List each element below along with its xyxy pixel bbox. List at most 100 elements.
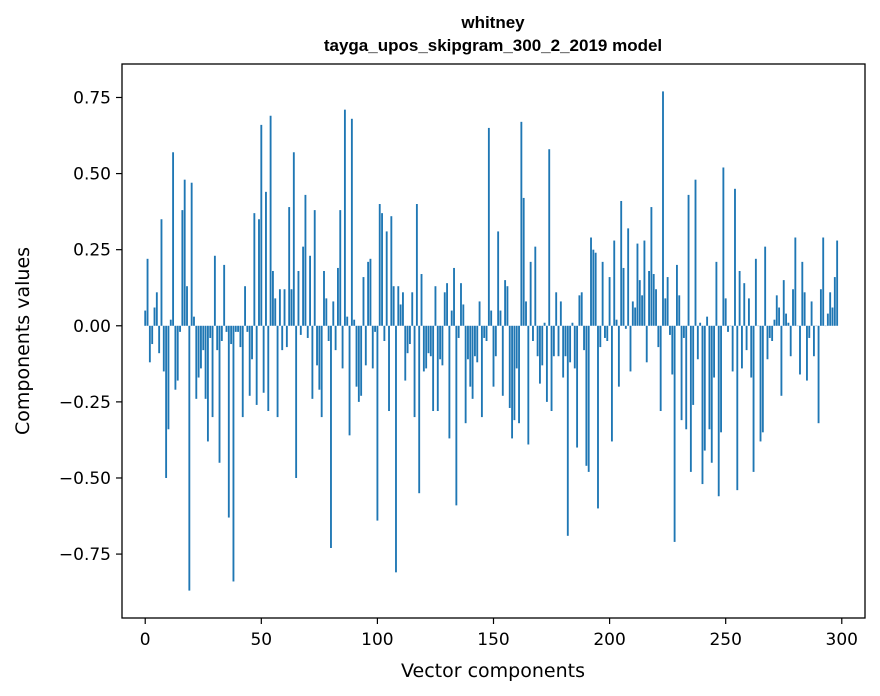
bar-128 bbox=[441, 325, 444, 366]
bar-116 bbox=[413, 325, 416, 418]
bar-49 bbox=[258, 219, 260, 326]
bar-178 bbox=[557, 325, 560, 357]
bar-87 bbox=[346, 316, 349, 326]
bar-115 bbox=[411, 292, 414, 326]
bar-32 bbox=[218, 325, 221, 463]
bar-211 bbox=[634, 307, 637, 326]
bar-119 bbox=[420, 274, 423, 326]
bar-157 bbox=[508, 325, 511, 408]
bar-79 bbox=[327, 325, 330, 341]
bar-65 bbox=[295, 325, 298, 478]
bar-13 bbox=[174, 325, 177, 390]
bar-165 bbox=[527, 325, 530, 445]
x-tick-label: 250 bbox=[709, 630, 741, 650]
bar-275 bbox=[782, 280, 785, 326]
bar-110 bbox=[399, 304, 402, 326]
y-axis-ticks: −0.75 −0.50 −0.25 0.00 0.25 0.50 0.75 bbox=[59, 88, 122, 565]
bar-15 bbox=[179, 325, 181, 332]
chart-title: whitney bbox=[460, 13, 525, 32]
bar-158 bbox=[511, 325, 514, 439]
bar-205 bbox=[620, 200, 623, 326]
bar-273 bbox=[778, 307, 781, 326]
bar-295 bbox=[829, 292, 832, 326]
bar-232 bbox=[682, 325, 685, 338]
bar-194 bbox=[594, 252, 597, 326]
bar-81 bbox=[332, 301, 335, 326]
bar-136 bbox=[460, 283, 462, 326]
bar-220 bbox=[655, 289, 657, 326]
bar-135 bbox=[457, 325, 460, 338]
bar-172 bbox=[543, 322, 546, 326]
bar-203 bbox=[615, 319, 618, 326]
bar-60 bbox=[283, 289, 286, 326]
bar-38 bbox=[232, 325, 235, 582]
bar-274 bbox=[780, 325, 783, 396]
bar-272 bbox=[775, 295, 778, 326]
bars-group bbox=[144, 91, 839, 591]
bar-268 bbox=[766, 325, 769, 360]
bar-291 bbox=[819, 289, 822, 326]
bar-184 bbox=[571, 322, 574, 326]
bar-57 bbox=[276, 325, 279, 418]
bar-195 bbox=[597, 325, 599, 509]
bar-156 bbox=[506, 286, 509, 326]
bar-5 bbox=[155, 292, 158, 326]
bar-67 bbox=[299, 325, 302, 335]
bar-218 bbox=[650, 207, 653, 326]
bar-77 bbox=[323, 270, 325, 326]
bar-250 bbox=[724, 298, 727, 326]
bar-117 bbox=[415, 204, 418, 326]
bar-33 bbox=[220, 325, 223, 341]
bar-214 bbox=[641, 295, 644, 326]
y-tick-label: 0.75 bbox=[73, 88, 111, 108]
bar-269 bbox=[768, 325, 771, 338]
bar-233 bbox=[685, 325, 688, 430]
bar-90 bbox=[353, 319, 356, 326]
bar-101 bbox=[378, 204, 381, 326]
bar-80 bbox=[330, 325, 332, 548]
bar-46 bbox=[251, 325, 253, 360]
bar-147 bbox=[485, 325, 488, 341]
bar-143 bbox=[476, 325, 479, 363]
bar-132 bbox=[450, 310, 453, 326]
bar-200 bbox=[608, 277, 611, 326]
bar-151 bbox=[494, 325, 497, 357]
bar-202 bbox=[613, 240, 616, 326]
bar-285 bbox=[806, 325, 808, 381]
bar-140 bbox=[469, 325, 472, 387]
bar-278 bbox=[789, 325, 792, 357]
bar-261 bbox=[750, 325, 753, 378]
bar-257 bbox=[741, 325, 743, 369]
bar-91 bbox=[355, 325, 358, 387]
bar-19 bbox=[188, 325, 191, 591]
bar-37 bbox=[230, 325, 233, 345]
bar-255 bbox=[736, 325, 739, 491]
bar-121 bbox=[425, 325, 428, 369]
bar-247 bbox=[717, 325, 720, 497]
bar-185 bbox=[573, 325, 576, 369]
bar-86 bbox=[343, 109, 346, 326]
bar-123 bbox=[429, 325, 432, 357]
bar-23 bbox=[197, 325, 200, 378]
bar-199 bbox=[606, 325, 609, 341]
bar-277 bbox=[787, 322, 790, 326]
bar-196 bbox=[599, 325, 602, 348]
bar-93 bbox=[360, 325, 363, 396]
bar-88 bbox=[348, 325, 351, 436]
bar-68 bbox=[302, 246, 305, 326]
bar-173 bbox=[545, 325, 548, 402]
bar-41 bbox=[239, 325, 242, 348]
y-tick-label: −0.50 bbox=[59, 469, 111, 489]
bar-186 bbox=[576, 325, 579, 448]
bar-113 bbox=[406, 325, 409, 354]
bar-92 bbox=[357, 325, 360, 402]
bar-114 bbox=[408, 325, 411, 345]
bar-221 bbox=[657, 325, 660, 348]
bar-95 bbox=[364, 325, 367, 366]
bar-187 bbox=[578, 295, 581, 326]
bar-44 bbox=[246, 325, 249, 332]
bar-17 bbox=[183, 179, 186, 326]
bar-164 bbox=[525, 301, 527, 326]
bar-212 bbox=[636, 243, 639, 326]
bar-150 bbox=[492, 325, 495, 387]
